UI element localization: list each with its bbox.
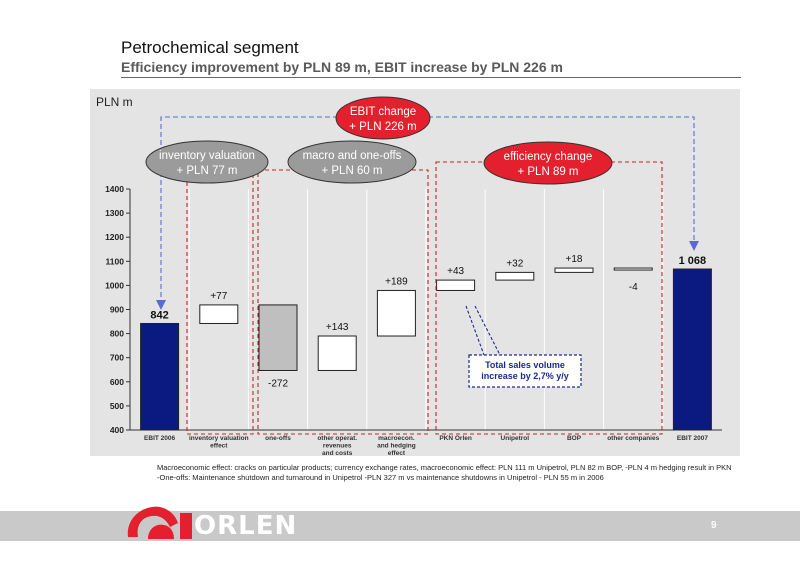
callout-text: Total sales volume <box>485 360 565 370</box>
y-tick-label: 400 <box>110 425 124 435</box>
footnote-macro: Macroeconomic effect: cracks on particul… <box>157 463 732 472</box>
bar-value-label: -272 <box>268 378 288 389</box>
annotations: EBIT change + PLN 226 m inventory valuatio… <box>145 96 699 435</box>
efficiency-bubble-line: efficiency change <box>504 151 593 163</box>
bar-value-label: +18 <box>566 254 583 265</box>
bar <box>495 271 535 281</box>
callout-text: increase by 2,7% y/y <box>481 371 569 381</box>
bar <box>199 304 239 324</box>
ebit-connector-left <box>160 116 338 302</box>
title-divider <box>121 77 741 78</box>
bar-value-label: 1 068 <box>679 255 707 267</box>
ebit-change-bubble-shape <box>335 96 431 140</box>
page-subtitle: Efficiency improvement by PLN 89 m, EBIT… <box>121 59 563 75</box>
bar <box>317 335 357 371</box>
macro-bubble: macro and one-offs + PLN 60 m <box>287 140 417 184</box>
page-title: Petrochemical segment <box>121 38 299 57</box>
callout-box <box>468 354 582 388</box>
macro-bubble-line: macro and one-offs <box>303 150 402 162</box>
y-tick-label: 500 <box>110 401 124 411</box>
logo-text: ORLEN <box>194 511 298 541</box>
efficiency-bubble: efficiency change + PLN 89 m <box>483 141 613 185</box>
ebit-connector-right <box>428 116 695 243</box>
inventory-bubble-shape <box>145 140 269 184</box>
y-tick-label: 600 <box>110 377 124 387</box>
inventory-bubble-line: inventory valuation <box>159 150 255 162</box>
ebit-change-bubble-line: EBIT change <box>350 106 416 118</box>
category-label: EBIT 2007 <box>677 435 708 442</box>
y-tick-label: 1100 <box>106 256 125 266</box>
y-tick-label: 1400 <box>105 184 124 194</box>
bar-value-label: +189 <box>385 276 408 287</box>
bar <box>613 267 653 271</box>
category-label: Unipetrol <box>501 435 530 442</box>
y-tick-label: 700 <box>110 353 124 363</box>
bar-value-label: +77 <box>210 291 227 302</box>
efficiency-group-box <box>435 161 663 435</box>
bar <box>672 268 712 431</box>
ebit-change-bubble: EBIT change + PLN 226 m <box>335 96 431 140</box>
category-label: other operat. revenues and costs <box>317 435 357 457</box>
arrow-head-icon <box>689 241 699 251</box>
ebit-change-bubble-line: + PLN 226 m <box>349 121 416 133</box>
bars: 842 +77 -272 +143 +189 +43 +32 +18 -4 1 068 <box>140 254 712 431</box>
bar-value-label: +43 <box>447 266 464 277</box>
y-tick-label: 1200 <box>105 232 124 242</box>
gridlines <box>188 189 664 430</box>
y-tick-label: 800 <box>110 329 124 339</box>
y-axis: 400 500 600 700 800 900 1000 1100 1200 1300 1400 <box>105 184 722 435</box>
y-tick-label: 1000 <box>105 280 124 290</box>
bar-value-label: +32 <box>506 258 523 269</box>
x-axis-labels: EBIT 2006 inventory valuation effect one-of… <box>144 435 708 457</box>
bar <box>376 289 416 337</box>
callout-pointer <box>465 305 501 356</box>
category-label: EBIT 2006 <box>144 435 175 442</box>
page-number: 9 <box>711 520 717 531</box>
macro-bubble-shape <box>287 140 417 184</box>
category-label: one-offs <box>265 435 291 442</box>
macro-bubble-line: + PLN 60 m <box>321 165 382 177</box>
efficiency-bubble-shape <box>483 141 613 185</box>
bar <box>554 267 594 273</box>
category-label: macroecon. and hedging effect <box>377 435 416 457</box>
bar-value-label: -4 <box>629 282 638 293</box>
efficiency-bubble-line: + PLN 89 m <box>517 166 578 178</box>
y-tick-label: 900 <box>110 305 124 315</box>
bar <box>258 304 298 371</box>
footnote-oneoffs: -One-offs: Maintenance shutdown and turn… <box>157 472 604 482</box>
category-label: PKN Orlen <box>439 435 472 442</box>
orlen-logo-icon <box>127 506 192 539</box>
inventory-group-box <box>186 169 254 435</box>
inventory-bubble: inventory valuation + PLN 77 m <box>145 140 269 184</box>
bar-value-label: 842 <box>150 309 168 321</box>
category-label: inventory valuation effect <box>189 435 249 450</box>
bar-value-label: +143 <box>326 322 349 333</box>
inventory-bubble-line: + PLN 77 m <box>176 165 237 177</box>
unit-label: PLN m <box>96 95 133 109</box>
bar <box>140 322 180 431</box>
y-tick-label: 1300 <box>105 208 124 218</box>
arrow-head-icon <box>156 300 166 310</box>
category-label: other companies <box>607 435 659 442</box>
category-label: BOP <box>567 435 582 442</box>
bar <box>436 279 476 291</box>
footnotes: Macroeconomic effect: cracks on particul… <box>157 463 737 482</box>
